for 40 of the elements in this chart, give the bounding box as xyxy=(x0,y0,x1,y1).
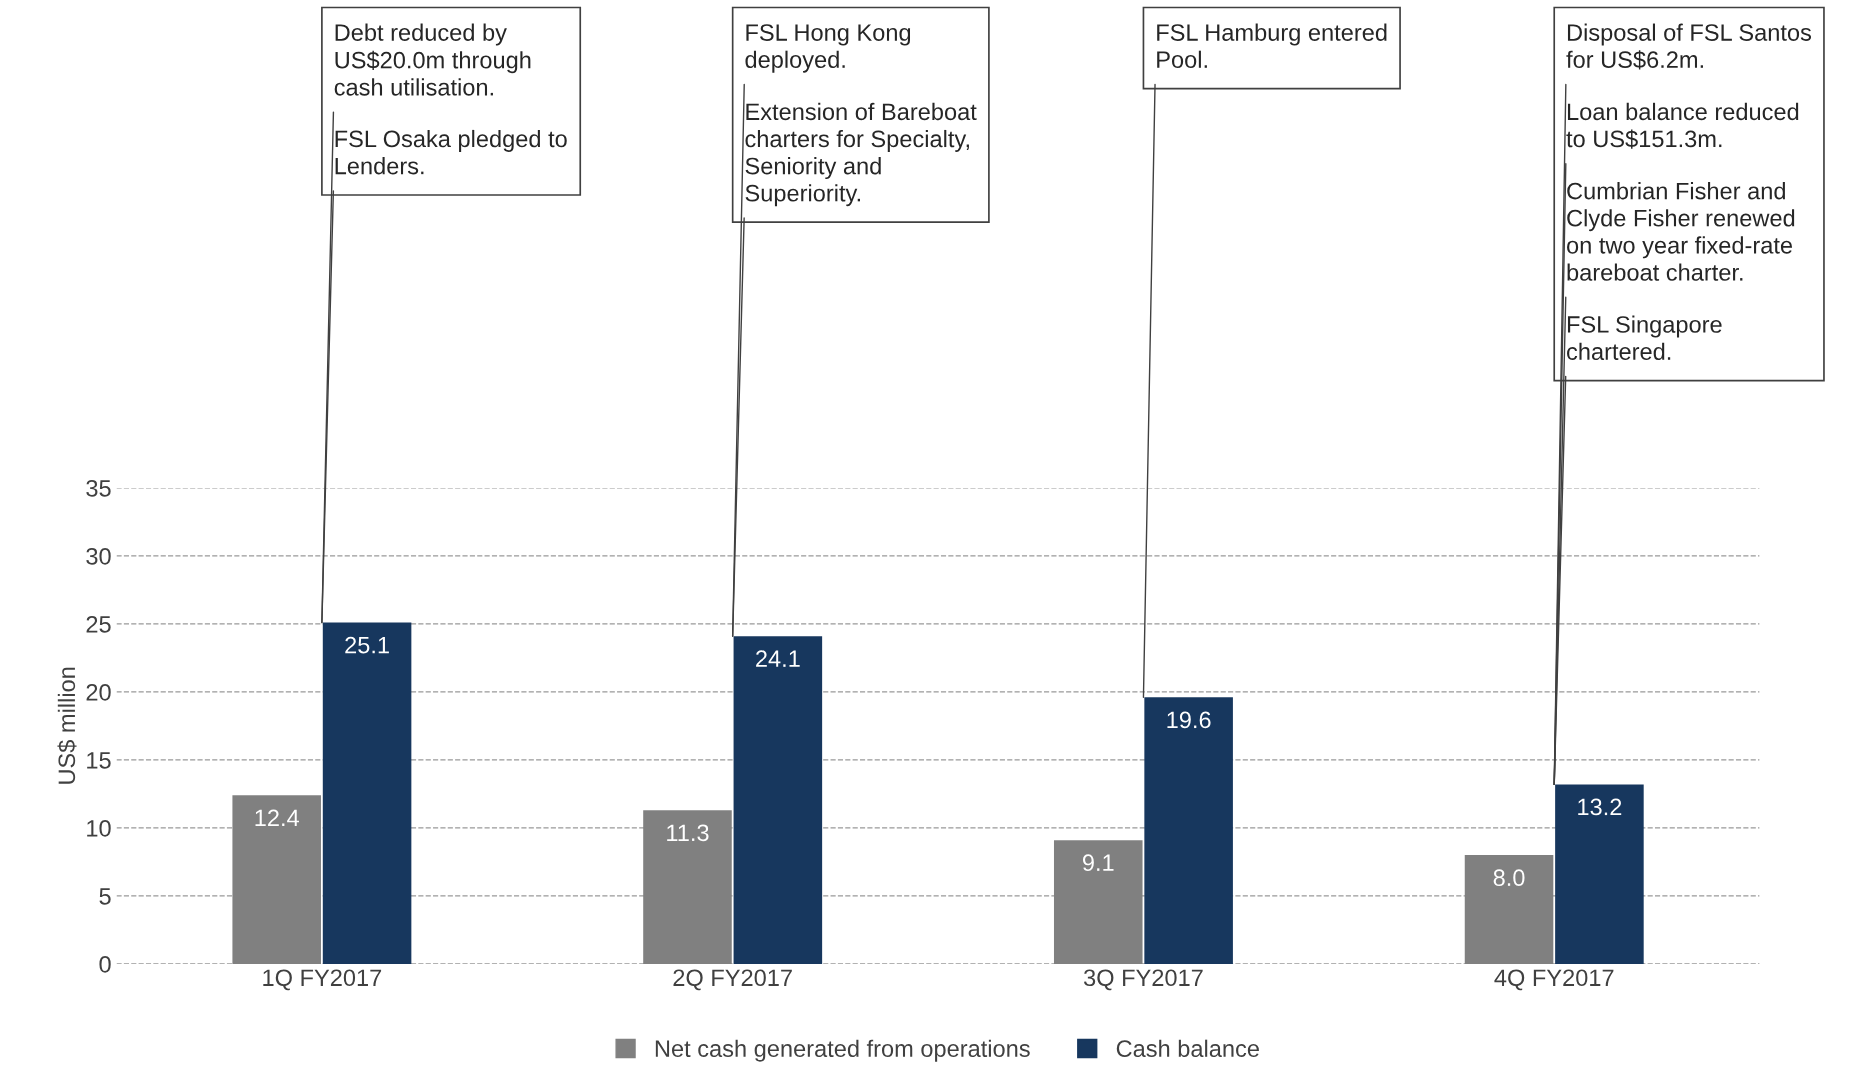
data-label: 11.3 xyxy=(667,824,709,842)
bar xyxy=(232,795,321,964)
y-tick-label: 20 xyxy=(86,683,111,701)
data-label: 12.4 xyxy=(255,809,299,826)
annotation: FSL Singapore chartered. xyxy=(1567,315,1722,360)
y-tick-label: 30 xyxy=(86,547,111,565)
data-label: 25.1 xyxy=(345,636,389,654)
legend-label: Net cash generated from operations xyxy=(655,1039,1030,1062)
annotation: FSL Hamburg entered Pool. xyxy=(1157,23,1387,69)
bar xyxy=(1464,855,1554,964)
y-tick-label: 5 xyxy=(99,888,111,905)
y-tick-label: 15 xyxy=(87,752,111,769)
y-axis-title: US$ million xyxy=(57,667,77,784)
data-label: 8.0 xyxy=(1493,869,1525,887)
annotation: FSL Osaka pledged to Lenders. xyxy=(335,129,567,175)
data-label: 9.1 xyxy=(1082,854,1114,872)
annotation: Debt reduced by US$20.0m through cash utilisation. xyxy=(334,23,531,96)
x-tick-label: 3Q FY2017 xyxy=(1083,969,1203,991)
y-tick-label: 0 xyxy=(99,955,111,973)
data-label: 19.6 xyxy=(1167,711,1211,729)
annotation: Cumbrian Fisher and Clyde Fisher renewed on two year fixed-rate bareboat charter. xyxy=(1567,182,1795,281)
bar xyxy=(733,636,823,964)
x-tick-label: 2Q FY2017 xyxy=(673,969,792,991)
annotation: Extension of Bareboat charters for Specialty, Seniority and Superiority. xyxy=(745,102,977,207)
legend-label: Cash balance xyxy=(1116,1039,1259,1058)
bar xyxy=(643,810,732,964)
data-label: 13.2 xyxy=(1578,798,1622,816)
bar xyxy=(1555,784,1644,964)
bar xyxy=(1144,697,1233,964)
y-tick-label: 10 xyxy=(87,819,111,837)
x-tick-label: 4Q FY2017 xyxy=(1494,969,1614,991)
data-label: 24.1 xyxy=(756,650,800,667)
annotation: Disposal of FSL Santos for US$6.2m. xyxy=(1566,23,1812,70)
y-tick-label: 25 xyxy=(86,615,111,633)
x-tick-label: 1Q FY2017 xyxy=(263,969,382,991)
annotation: FSL Hong Kong deployed. xyxy=(745,24,911,73)
y-tick-label: 35 xyxy=(86,479,111,497)
bar xyxy=(1053,840,1143,964)
bar xyxy=(322,622,412,964)
annotation: Loan balance reduced to US$151.3m. xyxy=(1566,102,1799,149)
